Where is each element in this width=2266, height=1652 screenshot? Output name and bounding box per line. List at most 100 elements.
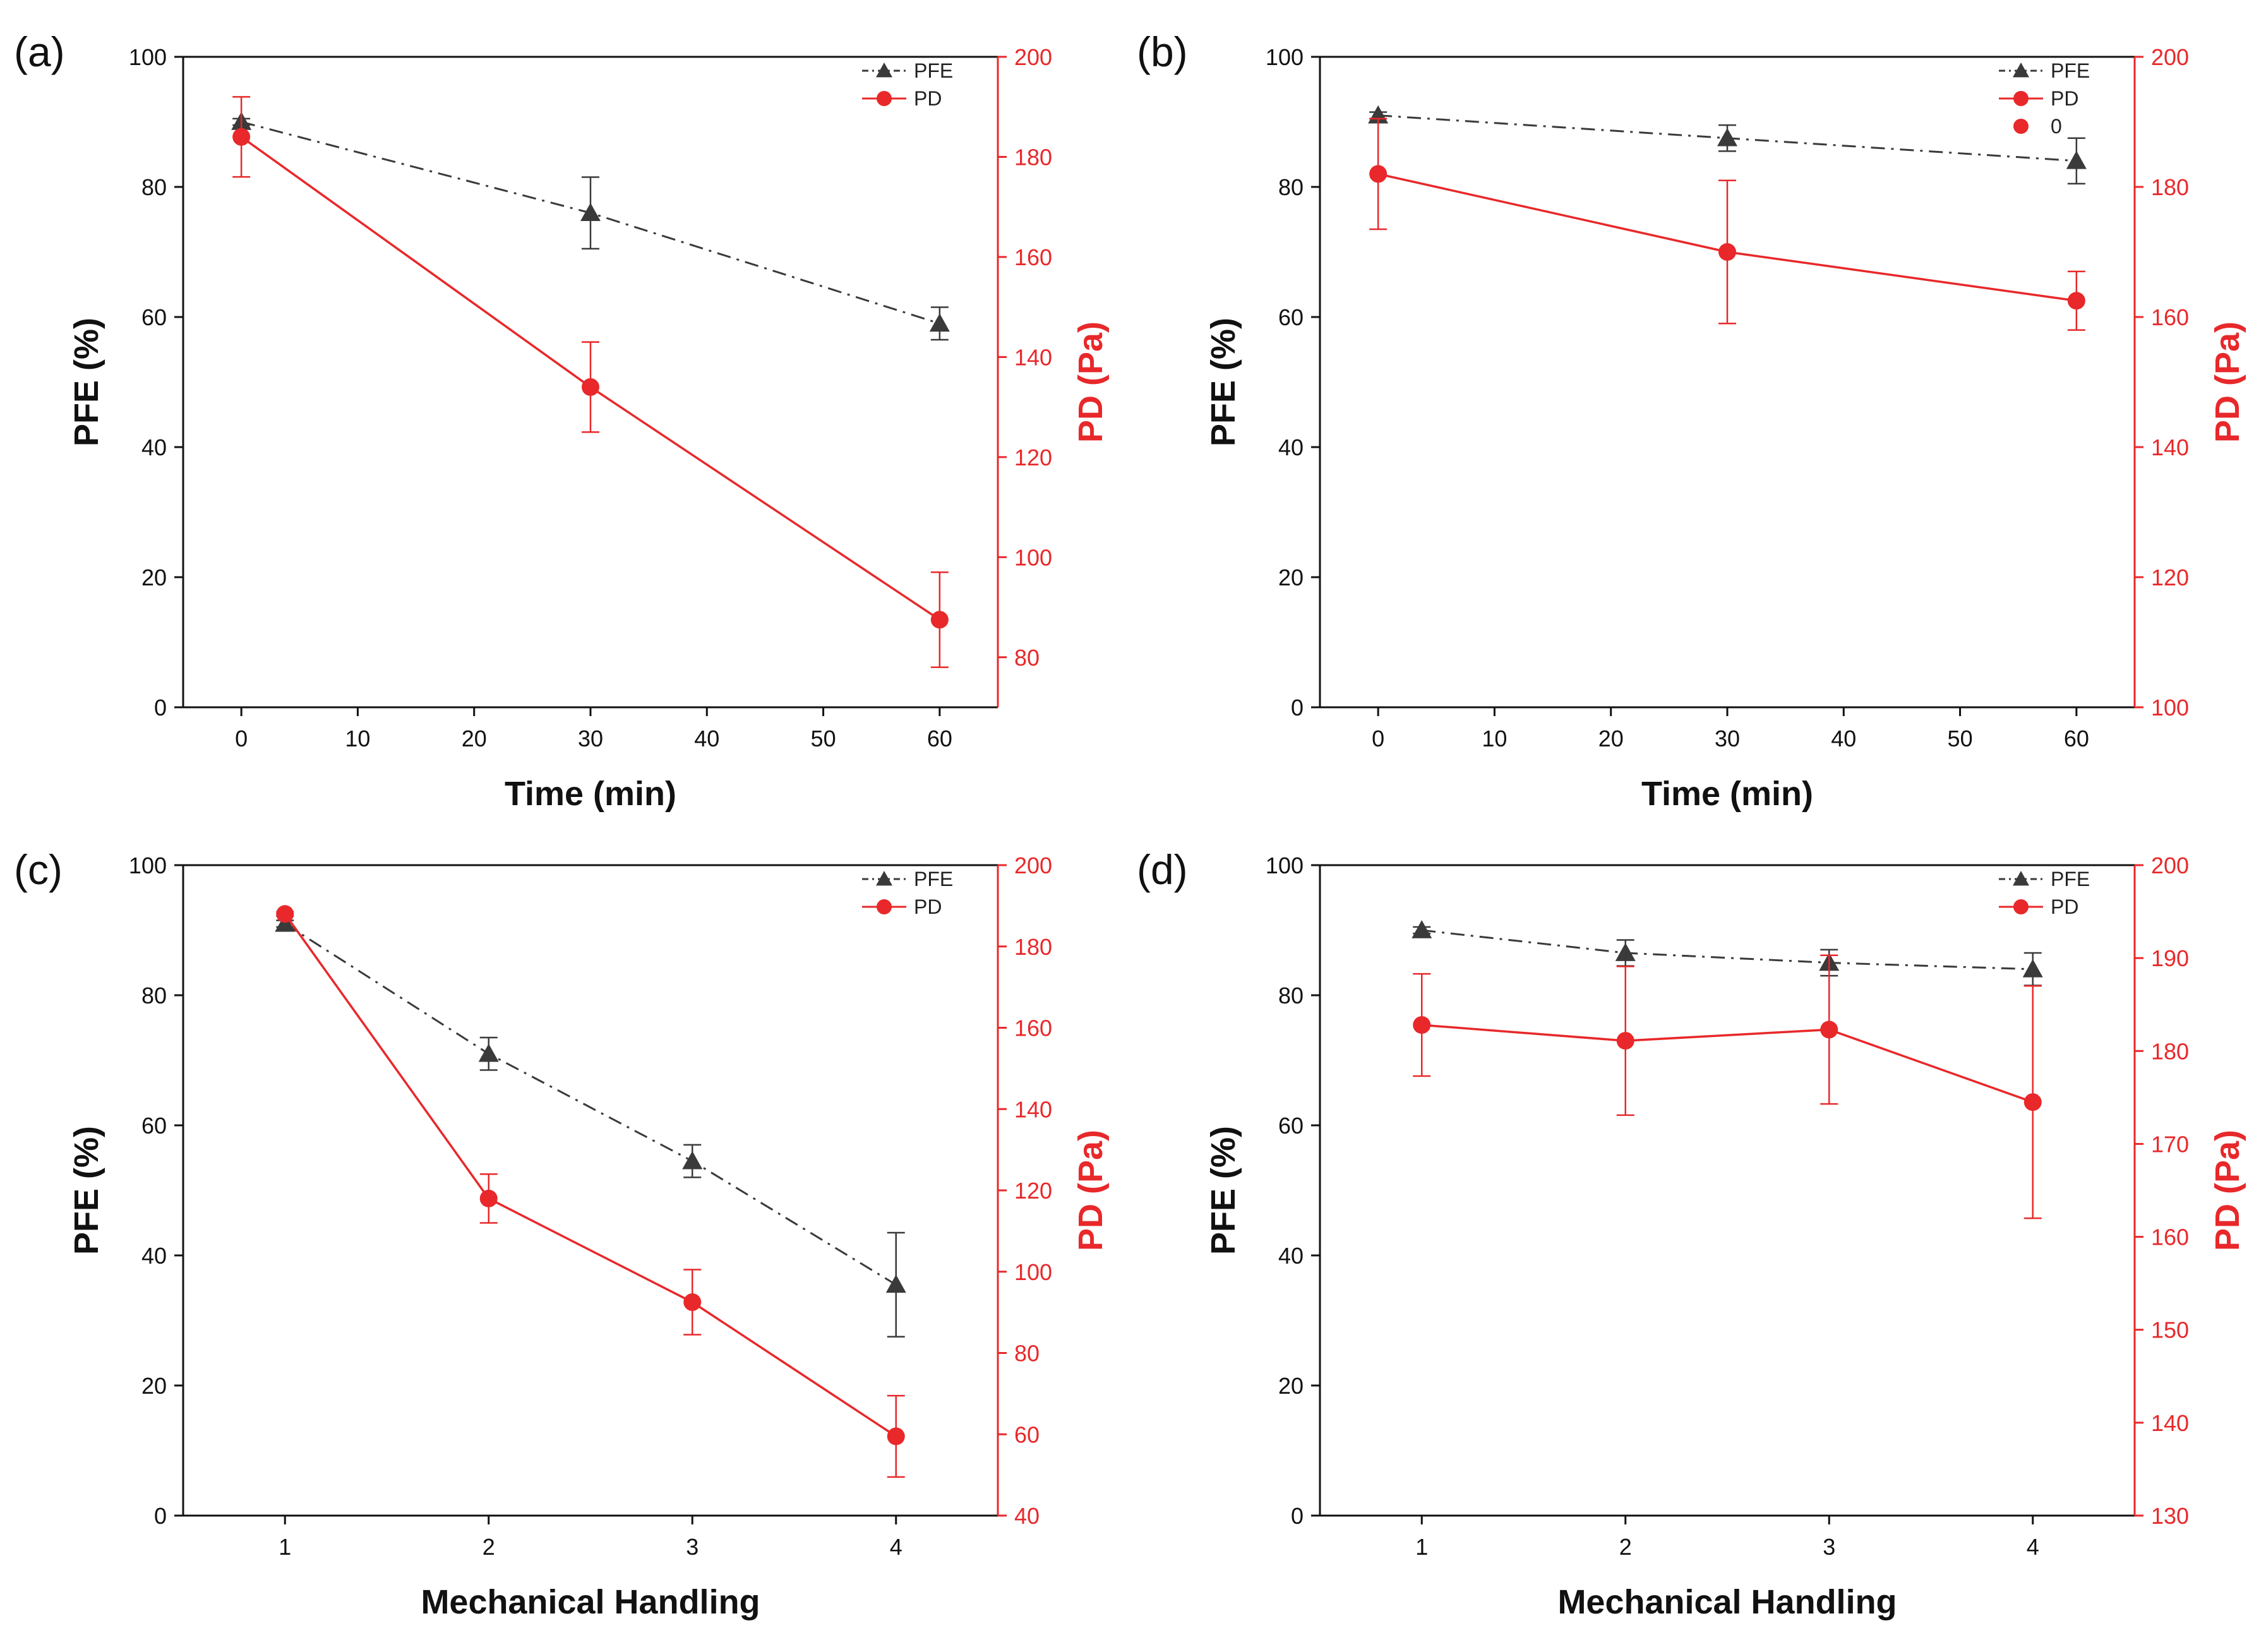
y-right-tick-label: 160 xyxy=(2151,304,2189,330)
x-tick-label: 50 xyxy=(1948,726,1973,751)
legend-item-0: 0 xyxy=(2051,115,2062,138)
pfe-series-line xyxy=(1422,929,2033,971)
pd-point xyxy=(2023,1093,2042,1111)
legend-item-pfe: PFE xyxy=(914,59,953,82)
pd-point xyxy=(930,611,949,629)
legend-pfe-marker xyxy=(876,63,892,78)
y-right-axis-title: PD (Pa) xyxy=(2209,1130,2246,1251)
pd-point xyxy=(683,1293,702,1312)
pfe-point xyxy=(929,313,950,332)
legend-item-pd: PD xyxy=(2051,87,2078,110)
pd-point xyxy=(479,1189,498,1207)
y-left-tick-label: 0 xyxy=(154,695,167,721)
y-right-axis-title: PD (Pa) xyxy=(2209,321,2246,443)
y-left-tick-label: 40 xyxy=(1278,1243,1304,1269)
x-tick-label: 20 xyxy=(462,726,487,751)
y-right-tick-label: 140 xyxy=(1014,344,1052,370)
panel-label: (a) xyxy=(14,28,65,75)
x-tick-label: 30 xyxy=(1715,726,1740,751)
y-left-tick-label: 20 xyxy=(141,1373,167,1399)
y-left-tick-label: 20 xyxy=(141,565,167,590)
x-axis-title: Mechanical Handling xyxy=(1557,1583,1897,1621)
y-left-tick-label: 100 xyxy=(129,44,167,70)
y-right-tick-label: 180 xyxy=(2151,1038,2189,1064)
pd-point xyxy=(2067,292,2085,310)
legend-extra-marker xyxy=(2013,119,2029,134)
pd-point xyxy=(1820,1021,1838,1039)
x-tick-label: 4 xyxy=(2027,1534,2039,1560)
pd-point xyxy=(276,905,294,923)
x-tick-label: 3 xyxy=(686,1534,698,1560)
pd-point xyxy=(1369,165,1388,183)
y-left-tick-label: 100 xyxy=(129,853,167,878)
pd-point xyxy=(1413,1016,1431,1034)
y-right-tick-label: 100 xyxy=(2151,695,2189,721)
panel-b: (b) 0 10 20 30 40 50 60 0 20 40 60 80 100 100 120 140 160… xyxy=(1137,28,2246,813)
x-tick-label: 3 xyxy=(1823,1534,1835,1560)
pfe-point xyxy=(1412,920,1432,938)
y-left-tick-label: 40 xyxy=(1278,434,1304,460)
x-tick-label: 40 xyxy=(1831,726,1856,751)
y-left-tick-label: 80 xyxy=(1278,174,1304,200)
pd-point xyxy=(887,1427,905,1446)
pd-series-line xyxy=(284,913,897,1437)
pfe-series-line xyxy=(284,923,897,1286)
y-right-tick-label: 130 xyxy=(2151,1503,2189,1529)
y-left-tick-label: 80 xyxy=(1278,983,1304,1009)
pfe-point xyxy=(478,1043,499,1062)
legend-pd-marker xyxy=(2013,91,2029,106)
y-left-tick-label: 80 xyxy=(141,174,167,200)
y-left-tick-label: 0 xyxy=(154,1503,167,1529)
x-tick-label: 10 xyxy=(1482,726,1507,751)
pd-series-line xyxy=(1422,1024,2034,1103)
y-right-tick-label: 170 xyxy=(2151,1131,2189,1157)
y-left-tick-label: 20 xyxy=(1278,1373,1304,1399)
x-tick-label: 1 xyxy=(279,1534,291,1560)
legend-item-pd: PD xyxy=(914,895,942,918)
y-right-tick-label: 60 xyxy=(1014,1422,1040,1447)
legend-pfe-marker xyxy=(2013,871,2029,886)
pfe-point xyxy=(682,1151,703,1170)
x-axis-title: Mechanical Handling xyxy=(421,1583,760,1621)
x-axis-title: Time (min) xyxy=(1641,775,1813,813)
y-right-tick-label: 200 xyxy=(2151,44,2189,70)
legend-item-pd: PD xyxy=(2051,895,2078,918)
y-left-tick-label: 60 xyxy=(1278,304,1304,330)
legend-pfe-marker xyxy=(876,871,892,886)
pfe-point xyxy=(2022,959,2043,978)
panel-d: (d)1 2 3 4020406080100130140150160170180190… xyxy=(1137,846,2246,1621)
y-left-axis-title: PFE (%) xyxy=(68,1126,105,1255)
panel-a: (a) 0 10 20 30 40 50 60 0 20 40 60 80 100 80 100 120 140 1… xyxy=(14,28,1110,813)
legend-item-pfe: PFE xyxy=(914,868,953,890)
y-left-tick-label: 80 xyxy=(141,983,167,1009)
y-left-tick-label: 20 xyxy=(1278,565,1304,590)
y-right-tick-label: 120 xyxy=(1014,445,1052,470)
y-left-tick-label: 100 xyxy=(1266,44,1304,70)
x-tick-label: 0 xyxy=(1372,726,1384,751)
y-right-axis-title: PD (Pa) xyxy=(1072,321,1110,443)
pfe-point xyxy=(1615,943,1636,961)
legend-item-pfe: PFE xyxy=(2051,59,2090,82)
x-tick-label: 1 xyxy=(1415,1534,1428,1560)
y-right-tick-label: 100 xyxy=(1014,1259,1052,1285)
legend-pd-marker xyxy=(877,899,892,914)
x-tick-label: 40 xyxy=(694,726,719,751)
pd-point xyxy=(582,378,599,396)
y-left-axis-title: PFE (%) xyxy=(1204,1126,1242,1255)
x-tick-label: 60 xyxy=(927,726,952,751)
y-left-tick-label: 40 xyxy=(141,1243,167,1269)
x-axis-title: Time (min) xyxy=(505,775,676,813)
x-tick-label: 10 xyxy=(345,726,370,751)
y-right-tick-label: 180 xyxy=(1014,144,1052,170)
y-right-tick-label: 200 xyxy=(1014,44,1052,70)
pd-point xyxy=(1718,243,1736,261)
y-right-tick-label: 80 xyxy=(1014,645,1040,671)
y-left-tick-label: 60 xyxy=(1278,1113,1304,1139)
y-left-tick-label: 0 xyxy=(1291,1503,1304,1529)
pfe-point xyxy=(2066,150,2087,169)
legend-pd-marker xyxy=(2013,899,2029,914)
x-tick-label: 30 xyxy=(578,726,603,751)
y-right-tick-label: 140 xyxy=(2151,1410,2189,1436)
y-left-tick-label: 100 xyxy=(1266,853,1304,878)
x-tick-label: 2 xyxy=(1619,1534,1632,1560)
